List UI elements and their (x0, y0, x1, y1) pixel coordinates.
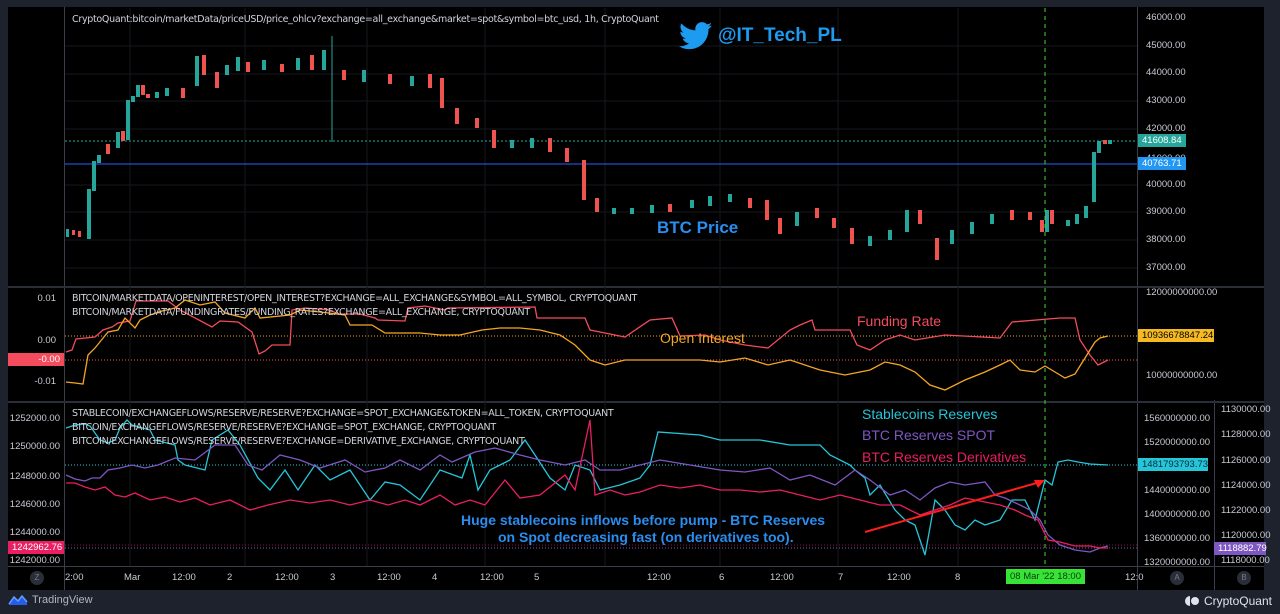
funding-legend[interactable]: BITCOIN/MARKETDATA/FUNDINGRATES/FUNDING_… (72, 307, 530, 318)
stable-tick: 1440000000.00 (1144, 485, 1211, 496)
twitter-bird-icon (678, 22, 713, 50)
deriv-tick: 1250000.00 (9, 441, 60, 452)
cryptoquant-brand[interactable]: CryptoQuant (1184, 594, 1272, 608)
oi-tag: 10936678847.24 (1138, 329, 1214, 342)
open-interest-label: Open Interest (660, 330, 745, 346)
time-tick: 2 (227, 572, 233, 583)
annotation-line-1: Huge stablecoins inflows before pump - B… (461, 512, 826, 528)
oi-legend[interactable]: BITCOIN/MARKETDATA/OPENINTEREST/OPEN_INT… (72, 293, 638, 304)
deriv-tick: 1246000.00 (9, 499, 60, 510)
pane-separator-2[interactable] (8, 401, 1264, 403)
annotation-line-2: on Spot decreasing fast (on derivatives … (498, 529, 794, 545)
stablecoin-tag: 1481793793.73 (1138, 458, 1208, 471)
time-tick: 12:00 (172, 572, 196, 583)
footer: TradingView CryptoQuant (0, 590, 1280, 614)
spot-tick: 1124000.00 (1221, 480, 1271, 491)
last-price-tag: 41608.84 (1138, 134, 1186, 147)
price-tick: 39000.00 (1146, 206, 1186, 217)
funding-rate-label: Funding Rate (857, 313, 942, 329)
spot-right-axis[interactable]: 1130000.00 1128000.00 1126000.00 1124000… (1215, 403, 1271, 566)
stable-tick: 1560000000.00 (1144, 413, 1211, 424)
time-tick: 12:00 (480, 572, 504, 583)
time-tick: Mar (124, 572, 141, 583)
funding-tag: -0.00 (8, 353, 64, 366)
btc-spot-tag: 1118882.79 (1214, 542, 1267, 555)
price-tick: 45000.00 (1146, 40, 1186, 51)
spot-tick: 1126000.00 (1221, 455, 1271, 466)
time-tick: 3 (330, 572, 336, 583)
stablecoin-mid-axis[interactable]: 1560000000.00 1520000000.00 1440000000.0… (1138, 403, 1214, 568)
deriv-tick: 1242000.00 (9, 555, 60, 566)
price-tick: 38000.00 (1146, 234, 1186, 245)
right-axis-border (1137, 7, 1138, 590)
price-tick: 42000.00 (1146, 123, 1186, 134)
funding-tick: 0.01 (37, 293, 57, 304)
time-tick: 2:00 (65, 572, 84, 583)
price-tick: 37000.00 (1146, 262, 1186, 273)
btc-spot-legend[interactable]: BITCOIN/EXCHANGEFLOWS/RESERVE/RESERVE?EX… (72, 422, 496, 433)
deriv-tick: 1252000.00 (9, 413, 60, 424)
twitter-handle: @IT_Tech_PL (718, 25, 842, 46)
price-tick: 40000.00 (1146, 179, 1186, 190)
time-axis-separator (8, 566, 1264, 567)
crosshair-time-label: 08 Mar '22 18:00 (1006, 569, 1085, 584)
btc-spot-label: BTC Reserves SPOT (862, 427, 996, 443)
btc-candles (66, 36, 1112, 260)
time-tick: 12:00 (647, 572, 671, 583)
derivatives-tag: 1242962.76 (8, 541, 64, 554)
hline-price-tag: 40763.71 (1138, 157, 1186, 170)
tradingview-brand[interactable]: TradingView (8, 594, 93, 606)
btc-derivatives-label: BTC Reserves Derivatives (862, 449, 1027, 465)
pane-separator-1[interactable] (8, 286, 1264, 288)
stable-tick: 1400000000.00 (1144, 509, 1211, 520)
price-tick: 44000.00 (1146, 67, 1186, 78)
price-legend[interactable]: CryptoQuant:bitcoin/marketData/priceUSD/… (72, 14, 659, 25)
cryptoquant-logo-icon (1184, 596, 1199, 606)
deriv-tick: 1244000.00 (9, 527, 60, 538)
derivatives-left-axis[interactable]: 1252000.00 1250000.00 1248000.00 1246000… (8, 403, 64, 566)
scale-button-z[interactable]: Z (30, 571, 44, 585)
stablecoin-legend[interactable]: STABLECOIN/EXCHANGEFLOWS/RESERVE/RESERVE… (72, 408, 614, 419)
time-tick: 5 (534, 572, 540, 583)
time-tick: 6 (719, 572, 725, 583)
funding-left-axis[interactable]: 0.01 0.00 -0.01 (8, 288, 64, 400)
price-tick: 46000.00 (1146, 12, 1186, 23)
oi-right-axis[interactable]: 12000000000.00 10000000000.00 (1138, 287, 1264, 400)
time-tick: 12:00 (887, 572, 911, 583)
time-tick: 12:00 (770, 572, 794, 583)
time-tick: 12:00 (377, 572, 401, 583)
stable-tick: 1520000000.00 (1144, 437, 1211, 448)
stablecoin-label: Stablecoins Reserves (862, 406, 998, 422)
time-tick: 4 (432, 572, 438, 583)
stable-tick: 1320000000.00 (1144, 557, 1211, 568)
oi-tick: 10000000000.00 (1146, 370, 1218, 381)
price-tick: 43000.00 (1146, 95, 1186, 106)
tradingview-label: TradingView (32, 594, 93, 606)
deriv-tick: 1248000.00 (9, 471, 60, 482)
oi-tick: 12000000000.00 (1146, 287, 1218, 298)
time-tick: 12:00 (275, 572, 299, 583)
funding-tick: -0.01 (34, 376, 56, 387)
time-tick: 7 (838, 572, 844, 583)
second-right-axis-border (1214, 400, 1215, 590)
left-axis-border (64, 7, 65, 590)
scale-button-b[interactable]: B (1237, 571, 1251, 585)
funding-tick: 0.00 (37, 335, 57, 346)
twitter-watermark: @IT_Tech_PL (678, 22, 842, 50)
time-tick: 12:0 (1125, 572, 1144, 583)
spot-tick: 1120000.00 (1221, 530, 1271, 541)
time-axis[interactable]: 2:00 Mar 12:00 2 12:00 3 12:00 4 12:00 5… (65, 567, 1144, 589)
btc-derivatives-legend[interactable]: BITCOIN/EXCHANGEFLOWS/RESERVE/RESERVE?EX… (72, 436, 525, 447)
spot-tick: 1118000.00 (1221, 555, 1270, 566)
scale-button-a[interactable]: A (1170, 571, 1184, 585)
spot-tick: 1122000.00 (1221, 505, 1271, 516)
btc-price-label: BTC Price (657, 218, 739, 237)
spot-tick: 1130000.00 (1221, 404, 1271, 415)
stable-tick: 1360000000.00 (1144, 533, 1211, 544)
tradingview-logo-icon (8, 594, 28, 605)
cryptoquant-label: CryptoQuant (1203, 594, 1272, 608)
time-tick: 8 (955, 572, 961, 583)
spot-tick: 1128000.00 (1221, 429, 1271, 440)
